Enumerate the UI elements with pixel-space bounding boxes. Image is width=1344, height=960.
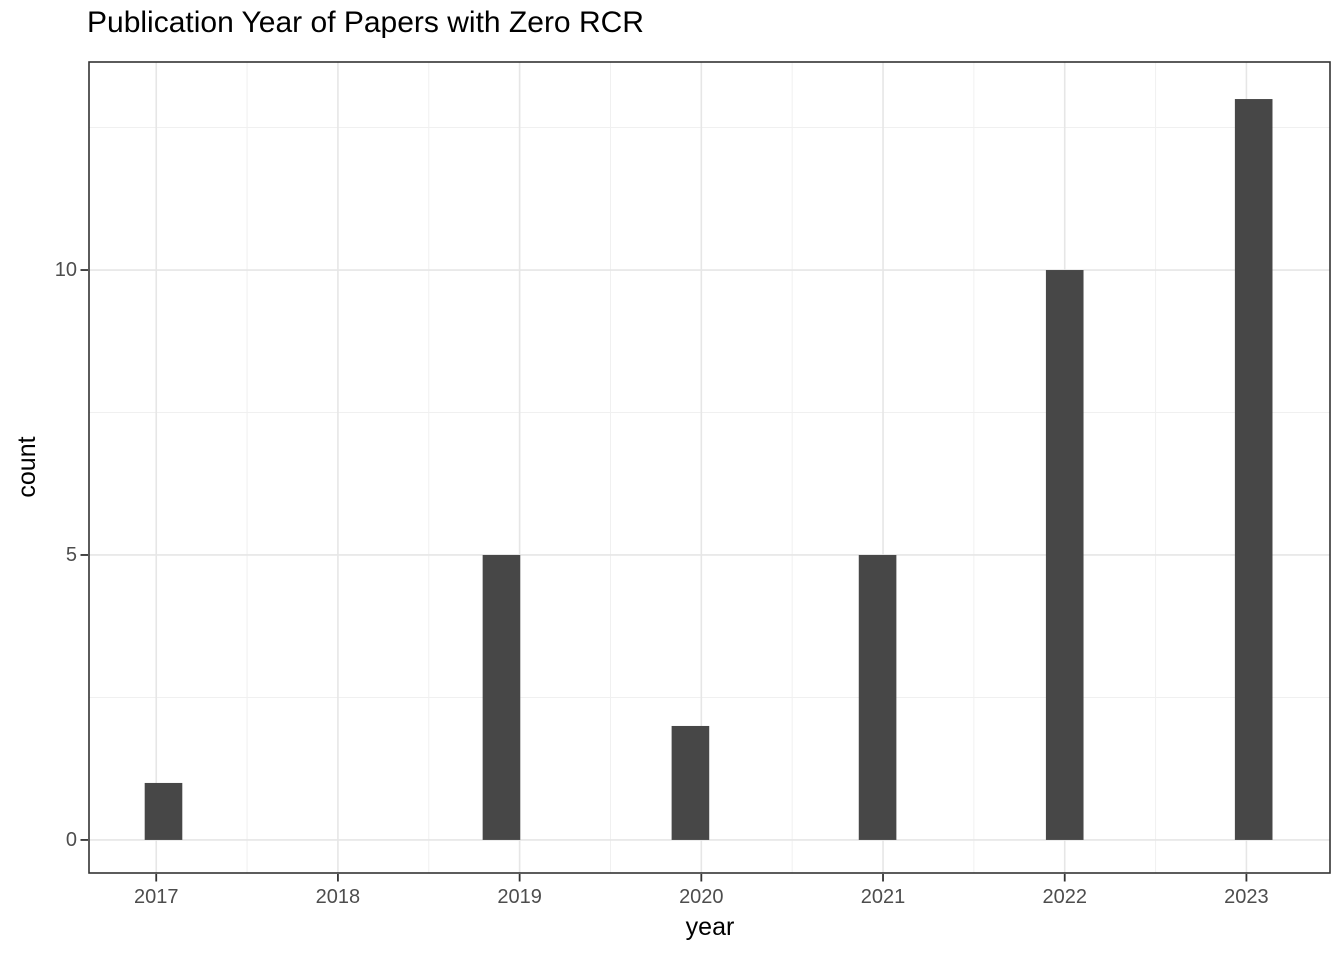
x-tick-label-2019: 2019 (497, 886, 542, 908)
bar-2022 (1045, 270, 1084, 840)
x-tick-label-2017: 2017 (133, 886, 179, 908)
bar-2021 (858, 554, 897, 840)
y-tick-label-0: 0 (65, 828, 77, 851)
x-tick-label-2018: 2018 (315, 886, 361, 908)
bar-2019 (482, 554, 521, 840)
chart-title: Publication Year of Papers with Zero RCR (87, 6, 644, 39)
bar-2023 (1234, 99, 1273, 840)
bar-2017 (144, 782, 183, 840)
x-tick-label-2020: 2020 (679, 886, 724, 908)
x-tick-label-2021: 2021 (860, 886, 906, 908)
x-tick-label-2022: 2022 (1042, 886, 1087, 908)
y-tick-label-10: 10 (54, 259, 77, 282)
x-axis-title: year (685, 913, 735, 941)
y-tick-label-5: 5 (65, 543, 77, 566)
x-tick-label-2023: 2023 (1224, 886, 1269, 908)
y-axis-title: count (13, 436, 41, 498)
panel-border (88, 61, 1331, 874)
bar-2020 (671, 725, 710, 840)
